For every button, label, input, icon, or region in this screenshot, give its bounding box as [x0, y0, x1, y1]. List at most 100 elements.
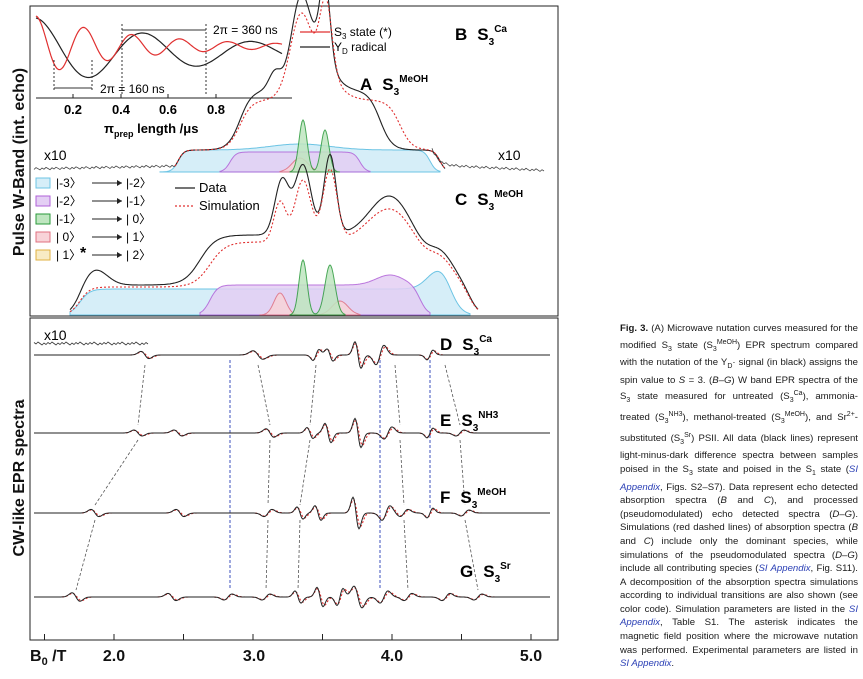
x10-label-b-left: x10	[44, 147, 67, 163]
caption-text: ) include all contributing species (	[620, 549, 858, 575]
c-transition-m2	[199, 274, 431, 316]
panel-e-label: E S3NH3	[440, 410, 499, 434]
legend-transition-from: |-2〉	[56, 194, 82, 208]
legend-swatch	[35, 213, 51, 225]
cw-data-line	[34, 585, 550, 609]
caption-text: ), and Sr	[805, 412, 847, 424]
panel-c-label: C S3MeOH	[455, 189, 523, 213]
xtick-label-3: 3.0	[243, 648, 265, 665]
panel-d-label: D S3Ca	[440, 334, 492, 358]
correlation-line	[394, 364, 401, 426]
correlation-line	[299, 439, 311, 506]
correlation-line	[257, 364, 271, 426]
xtick-label-5: 5.0	[520, 648, 542, 665]
caption-text: 3	[664, 418, 669, 426]
cw-data-line	[34, 496, 550, 530]
caption-text: and	[620, 535, 644, 547]
b-wing-left	[33, 164, 177, 171]
legend-swatch	[35, 177, 51, 189]
legend-transition-from: |-3〉	[56, 176, 82, 190]
caption-text: state (S	[671, 339, 713, 351]
panel-b-label: B S3Ca	[455, 24, 507, 48]
caption-text: 2+	[846, 411, 855, 419]
asterisk-marker: *	[80, 245, 87, 262]
transition-legend: |-3〉 |-2〉 |-2〉 |-1〉 |-1〉 | 0〉 | 0〉 | 1〉 | 1〉 | 2〉…	[35, 176, 260, 262]
inset-tick-0.6: 0.6	[159, 102, 177, 117]
caption-text: C	[643, 535, 651, 547]
caption-text: C	[763, 495, 771, 507]
si-appendix-link[interactable]: SI Appendix	[620, 603, 858, 629]
b-wing-right	[431, 148, 545, 172]
legend-data: Data	[199, 180, 227, 195]
c-simulation-line	[69, 168, 479, 313]
caption-text: -substituted (S	[620, 412, 858, 444]
caption-text: ), and processed (pseudomodulated) echo …	[620, 495, 859, 520]
correlation-line	[297, 519, 301, 591]
legend-swatch	[35, 231, 51, 243]
si-appendix-link[interactable]: SI Appendix	[758, 563, 811, 575]
ylabel-cw: CW-like EPR spectra	[11, 399, 28, 556]
legend-swatch	[35, 249, 51, 261]
panel-f-label: F S3MeOH	[440, 487, 506, 511]
cw-frame	[29, 317, 559, 641]
caption-text: MeOH	[716, 338, 738, 346]
caption-text: ) EPR spectrum compared with the nutatio…	[620, 339, 859, 369]
legend-simulation: Simulation	[199, 198, 260, 213]
spectrum-c	[69, 153, 479, 316]
x10-label-d: x10	[44, 327, 67, 343]
c-transition-m1	[289, 259, 346, 316]
caption-text: B	[720, 495, 727, 507]
caption-text: (A) Microwave nutation curves measured f…	[620, 323, 858, 351]
caption-text: D–G	[835, 549, 855, 561]
legend-transition-to: |-2〉	[126, 176, 152, 190]
pulse-frame	[29, 5, 559, 317]
caption-text: 3	[789, 397, 794, 405]
caption-text: 1	[812, 469, 816, 477]
correlation-line	[267, 439, 271, 506]
caption-fig-label: Fig. 3.	[620, 323, 652, 334]
caption-text: B–G	[712, 374, 732, 386]
caption-text: 3	[780, 418, 785, 426]
caption-text: 3	[626, 397, 631, 405]
caption-text: MeOH	[784, 411, 805, 419]
caption-text: state measured for untreated (S	[630, 391, 790, 403]
caption-text: B	[851, 522, 858, 534]
correlation-line	[464, 519, 479, 591]
si-appendix-link[interactable]: SI Appendix	[620, 658, 672, 670]
legend-transition-to: | 2〉	[126, 248, 151, 262]
caption-text: = 3. (	[685, 374, 713, 386]
caption-text: 3	[667, 345, 672, 353]
cw-traces	[33, 340, 550, 609]
legend-s3-state: S3 state (*)	[334, 25, 392, 41]
caption-text: and	[726, 495, 764, 507]
caption-text: , Fig. S11). A decomposition of the abso…	[620, 563, 858, 615]
correlation-line	[444, 364, 461, 426]
caption-text: ) include only the dominant species, whi…	[620, 535, 858, 561]
correlation-lines	[75, 360, 479, 591]
caption-text: , Figs. S2–S7). Data represent echo dete…	[620, 481, 858, 507]
correlation-line	[399, 439, 405, 506]
inset-tick-0.4: 0.4	[112, 102, 131, 117]
caption-text: D	[727, 363, 733, 371]
caption-text: ), methanol-treated (S	[682, 412, 781, 424]
x-axis	[44, 634, 532, 640]
spectrum-b	[33, 0, 545, 173]
caption-text: · signal (in black) assigns the spin val…	[620, 357, 858, 386]
ylabel-pulse: Pulse W-Band (int. echo)	[11, 68, 28, 256]
inset-tick-0.2: 0.2	[64, 102, 82, 117]
si-appendix-link[interactable]: SI Appendix	[620, 464, 858, 493]
legend-transition-from: | 0〉	[56, 230, 81, 244]
correlation-line	[75, 519, 96, 591]
correlation-line	[459, 439, 466, 506]
caption-text: ) W band EPR spectra of the S	[620, 374, 858, 403]
xaxis-label: B0 /T	[30, 648, 67, 668]
panel-g-label: G S3Sr	[460, 561, 511, 585]
caption-text: ), ammonia-treated (S	[620, 391, 858, 424]
d-noise-wing	[33, 341, 149, 346]
figure-caption: Fig. 3. (A) Microwave nutation curves me…	[620, 322, 858, 671]
caption-text: Sr	[684, 431, 692, 439]
nutation-yd-curve	[35, 17, 283, 79]
period-s3-label: 2π = 160 ns	[100, 82, 165, 96]
caption-text: state and poised in the S	[692, 464, 813, 476]
